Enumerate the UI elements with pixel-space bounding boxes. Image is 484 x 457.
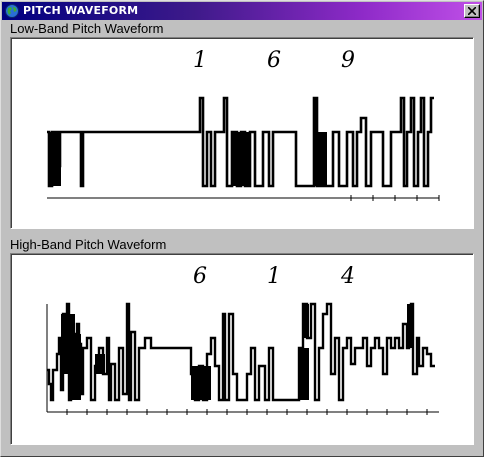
high-band-label: High-Band Pitch Waveform (10, 237, 167, 252)
low-band-panel: 1 6 9 (10, 37, 474, 229)
window-title: PITCH WAVEFORM (23, 4, 139, 17)
low-band-digit: 9 (341, 48, 355, 73)
low-band-label: Low-Band Pitch Waveform (10, 21, 164, 36)
high-band-digit: 1 (267, 264, 281, 289)
low-band-digit: 1 (193, 48, 207, 73)
close-button[interactable] (464, 4, 480, 18)
title-bar[interactable]: PITCH WAVEFORM (2, 2, 482, 20)
high-band-digit: 4 (341, 264, 355, 289)
low-band-waveform (47, 96, 440, 201)
high-band-digits: 6 1 4 (11, 254, 473, 289)
close-icon (468, 7, 476, 15)
low-band-digits: 1 6 9 (11, 38, 473, 73)
globe-icon (5, 4, 19, 18)
high-band-panel: 6 1 4 (10, 253, 474, 445)
high-band-digit: 6 (193, 264, 207, 289)
high-band-waveform (46, 302, 439, 415)
low-band-digit: 6 (267, 48, 281, 73)
